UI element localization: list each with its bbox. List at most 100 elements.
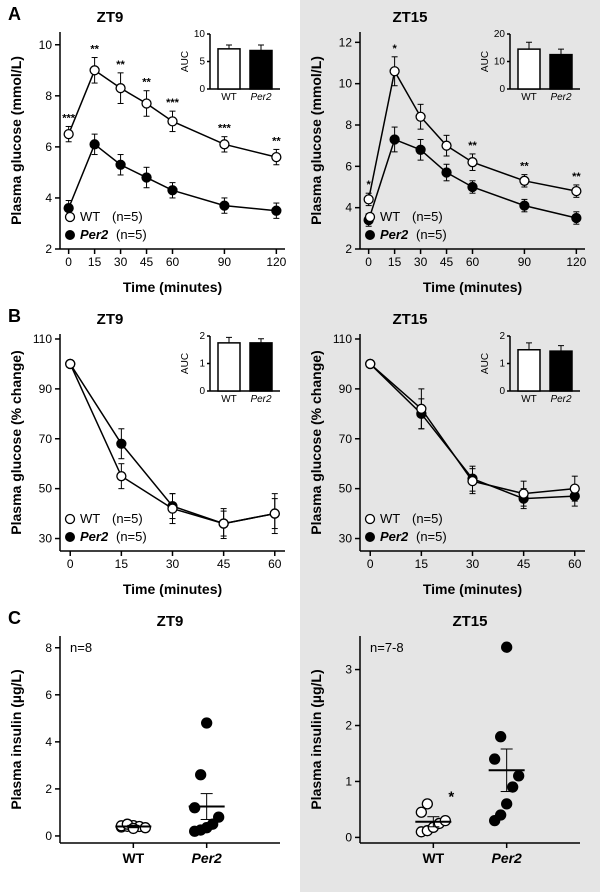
svg-text:60: 60 <box>466 255 480 269</box>
panel-b-zt15: 30507090110015304560Time (minutes)Plasma… <box>305 306 595 606</box>
panel-a-zt9: 24681001530456090120Time (minutes)Plasma… <box>5 4 295 304</box>
svg-text:AUC: AUC <box>480 353 491 374</box>
svg-text:4: 4 <box>45 191 52 205</box>
svg-text:50: 50 <box>39 482 53 496</box>
svg-text:Per2: Per2 <box>250 92 272 103</box>
svg-text:Time (minutes): Time (minutes) <box>123 279 222 295</box>
svg-text:WT: WT <box>422 850 444 866</box>
svg-text:0: 0 <box>367 557 374 571</box>
svg-text:***: *** <box>166 97 180 109</box>
svg-text:ZT15: ZT15 <box>392 311 427 328</box>
svg-text:WT: WT <box>80 511 100 526</box>
svg-text:*: * <box>392 43 397 55</box>
svg-text:1: 1 <box>199 359 205 370</box>
svg-text:10: 10 <box>494 57 506 68</box>
svg-text:WT: WT <box>521 394 537 405</box>
svg-text:120: 120 <box>266 255 286 269</box>
svg-text:WT: WT <box>122 850 144 866</box>
svg-text:30: 30 <box>414 255 428 269</box>
svg-text:**: ** <box>272 135 281 147</box>
svg-text:70: 70 <box>39 432 53 446</box>
svg-text:2: 2 <box>345 719 352 733</box>
svg-text:(n=5): (n=5) <box>416 529 447 544</box>
svg-text:***: *** <box>218 123 232 135</box>
svg-text:1: 1 <box>345 774 352 788</box>
svg-text:20: 20 <box>494 29 506 40</box>
svg-text:*: * <box>367 179 372 191</box>
svg-text:8: 8 <box>45 641 52 655</box>
svg-text:30: 30 <box>114 255 128 269</box>
svg-text:AUC: AUC <box>180 353 191 374</box>
svg-text:(n=5): (n=5) <box>116 227 147 242</box>
svg-text:2: 2 <box>45 782 52 796</box>
svg-text:15: 15 <box>415 557 429 571</box>
svg-text:(n=5): (n=5) <box>412 511 443 526</box>
svg-text:10: 10 <box>39 38 53 52</box>
svg-text:4: 4 <box>45 735 52 749</box>
svg-text:**: ** <box>520 161 529 173</box>
svg-text:90: 90 <box>39 382 53 396</box>
svg-text:6: 6 <box>345 159 352 173</box>
svg-text:15: 15 <box>88 255 102 269</box>
svg-text:45: 45 <box>440 255 454 269</box>
svg-text:Per2: Per2 <box>550 92 572 103</box>
svg-text:Plasma glucose (mmol/L): Plasma glucose (mmol/L) <box>308 56 324 225</box>
panel-c-zt15: 0123WTPer2Plasma insulin (µg/L)ZT15n=7-8… <box>305 608 595 888</box>
svg-text:0: 0 <box>499 386 505 397</box>
svg-text:Per2: Per2 <box>380 227 409 242</box>
svg-text:2: 2 <box>199 331 205 342</box>
svg-text:**: ** <box>142 77 151 89</box>
svg-text:Plasma glucose (% change): Plasma glucose (% change) <box>8 350 24 534</box>
svg-text:AUC: AUC <box>480 51 491 72</box>
svg-text:0: 0 <box>67 557 74 571</box>
svg-text:2: 2 <box>499 331 505 342</box>
svg-text:12: 12 <box>339 35 353 49</box>
svg-text:8: 8 <box>345 118 352 132</box>
svg-text:0: 0 <box>365 255 372 269</box>
svg-text:30: 30 <box>39 532 53 546</box>
svg-text:0: 0 <box>199 386 205 397</box>
svg-text:30: 30 <box>466 557 480 571</box>
svg-text:30: 30 <box>166 557 180 571</box>
svg-text:**: ** <box>468 140 477 152</box>
svg-text:5: 5 <box>199 57 205 68</box>
svg-text:45: 45 <box>140 255 154 269</box>
svg-text:***: *** <box>62 112 76 124</box>
svg-text:Plasma insulin (µg/L): Plasma insulin (µg/L) <box>8 669 24 809</box>
svg-text:Plasma glucose (% change): Plasma glucose (% change) <box>308 350 324 534</box>
svg-text:0: 0 <box>65 255 72 269</box>
svg-text:ZT15: ZT15 <box>392 9 427 26</box>
svg-text:WT: WT <box>221 92 237 103</box>
svg-text:(n=5): (n=5) <box>416 227 447 242</box>
svg-text:WT: WT <box>80 209 100 224</box>
svg-text:0: 0 <box>345 830 352 844</box>
svg-text:Per2: Per2 <box>250 394 272 405</box>
svg-text:ZT9: ZT9 <box>97 9 124 26</box>
svg-text:ZT15: ZT15 <box>452 613 487 630</box>
svg-text:90: 90 <box>218 255 232 269</box>
svg-text:110: 110 <box>33 332 52 346</box>
svg-text:WT: WT <box>521 92 537 103</box>
figure: A B C 24681001530456090120Time (minutes)… <box>0 0 600 892</box>
svg-text:*: * <box>448 789 454 806</box>
svg-text:6: 6 <box>45 688 52 702</box>
svg-text:0: 0 <box>499 84 505 95</box>
svg-text:50: 50 <box>339 482 353 496</box>
svg-text:2: 2 <box>45 242 52 256</box>
svg-text:Per2: Per2 <box>550 394 572 405</box>
svg-text:Time (minutes): Time (minutes) <box>423 279 522 295</box>
svg-text:Per2: Per2 <box>380 529 409 544</box>
svg-text:Time (minutes): Time (minutes) <box>123 581 222 597</box>
svg-text:AUC: AUC <box>180 51 191 72</box>
svg-text:(n=5): (n=5) <box>116 529 147 544</box>
svg-text:15: 15 <box>115 557 129 571</box>
svg-text:30: 30 <box>339 532 353 546</box>
svg-text:n=7-8: n=7-8 <box>370 640 404 655</box>
svg-text:(n=5): (n=5) <box>412 209 443 224</box>
svg-text:WT: WT <box>380 209 400 224</box>
svg-text:0: 0 <box>45 829 52 843</box>
svg-text:n=8: n=8 <box>70 640 92 655</box>
panel-b-zt9: 30507090110015304560Time (minutes)Plasma… <box>5 306 295 606</box>
panel-a-zt15: 2468101201530456090120Time (minutes)Plas… <box>305 4 595 304</box>
svg-text:2: 2 <box>345 242 352 256</box>
